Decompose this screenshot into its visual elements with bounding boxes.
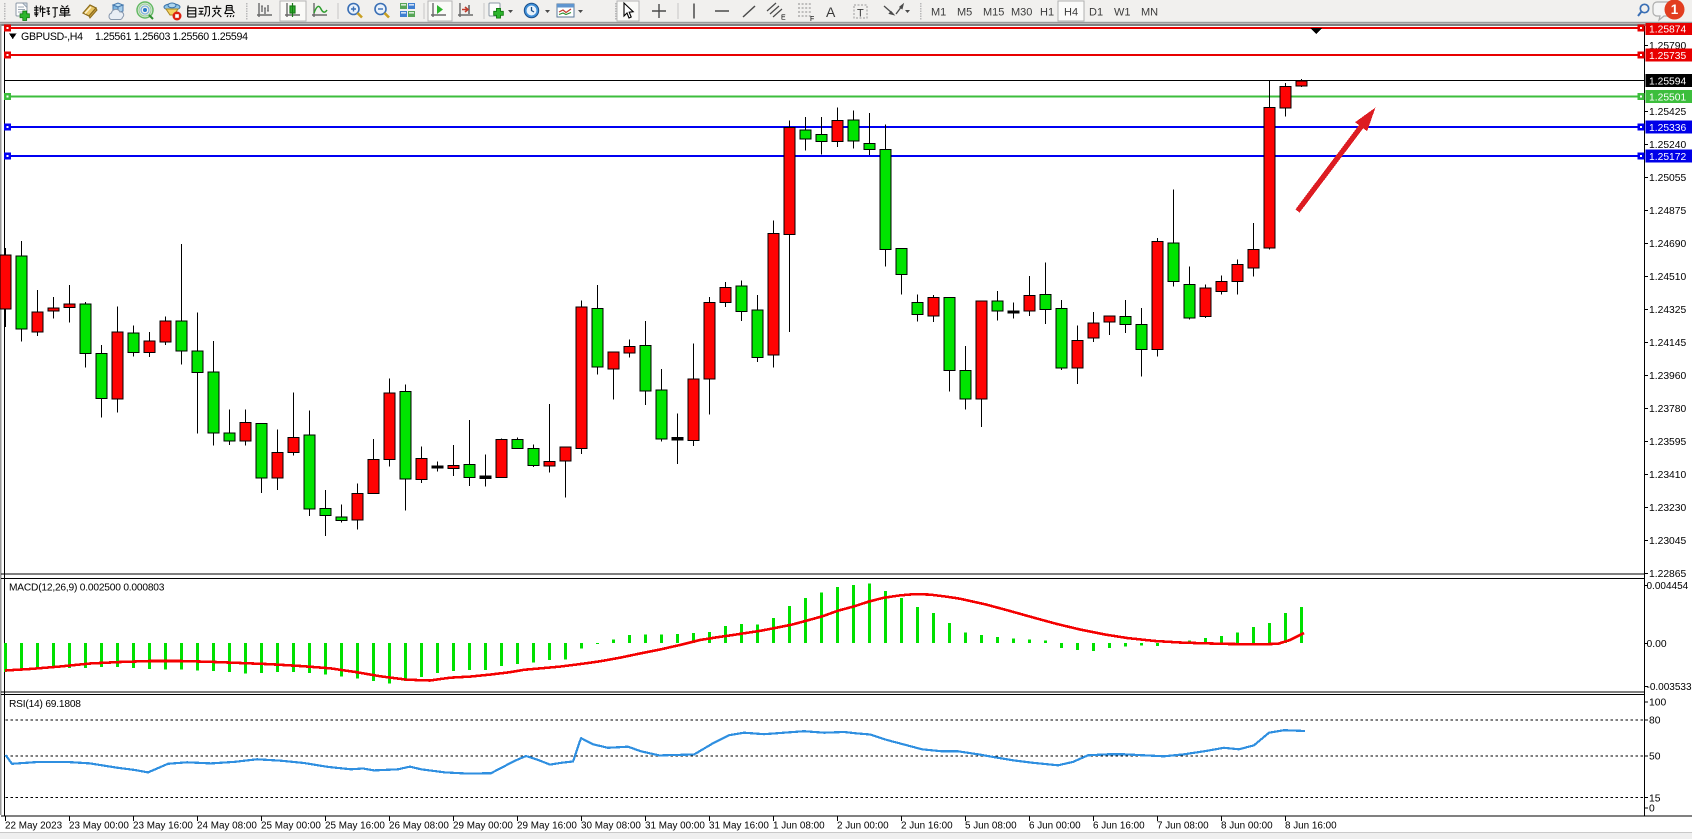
- svg-text:1.23045: 1.23045: [1649, 536, 1686, 547]
- svg-text:80: 80: [1649, 716, 1661, 727]
- svg-text:8 Jun 16:00: 8 Jun 16:00: [1285, 820, 1337, 831]
- svg-text:1.23595: 1.23595: [1649, 437, 1686, 448]
- svg-text:29 May 00:00: 29 May 00:00: [453, 820, 513, 831]
- svg-text:1.23230: 1.23230: [1649, 503, 1686, 514]
- svg-text:F: F: [810, 16, 814, 23]
- svg-text:1.25172: 1.25172: [1649, 152, 1686, 163]
- svg-text:1.25501: 1.25501: [1649, 92, 1686, 103]
- svg-text:D1: D1: [1089, 7, 1103, 19]
- svg-text:8 Jun 00:00: 8 Jun 00:00: [1221, 820, 1273, 831]
- svg-text:T: T: [857, 8, 864, 20]
- svg-text:1.23960: 1.23960: [1649, 371, 1686, 382]
- svg-text:31 May 00:00: 31 May 00:00: [645, 820, 705, 831]
- svg-text:1.25790: 1.25790: [1649, 41, 1686, 52]
- svg-text:M15: M15: [983, 7, 1004, 19]
- svg-text:1.24145: 1.24145: [1649, 338, 1686, 349]
- svg-text:30 May 08:00: 30 May 08:00: [581, 820, 641, 831]
- svg-text:0.004454: 0.004454: [1647, 581, 1689, 592]
- svg-text:H1: H1: [1040, 7, 1054, 19]
- svg-text:A: A: [826, 4, 836, 20]
- svg-text:22 May 2023: 22 May 2023: [5, 820, 63, 831]
- svg-text:-0.003533: -0.003533: [1647, 682, 1692, 693]
- svg-text:1.25594: 1.25594: [1649, 76, 1686, 87]
- svg-text:M30: M30: [1011, 7, 1032, 19]
- svg-text:1.25336: 1.25336: [1649, 123, 1686, 134]
- svg-text:M5: M5: [957, 7, 972, 19]
- svg-text:E: E: [781, 15, 786, 22]
- svg-text:1.25240: 1.25240: [1649, 140, 1686, 151]
- svg-text:23 May 16:00: 23 May 16:00: [133, 820, 193, 831]
- svg-text:50: 50: [1649, 751, 1661, 762]
- svg-text:2 Jun 16:00: 2 Jun 16:00: [901, 820, 953, 831]
- svg-text:1.25561 1.25603 1.25560 1.2559: 1.25561 1.25603 1.25560 1.25594: [95, 31, 248, 43]
- svg-text:26 May 08:00: 26 May 08:00: [389, 820, 449, 831]
- svg-text:1.23410: 1.23410: [1649, 470, 1686, 481]
- svg-text:0: 0: [1649, 804, 1655, 815]
- svg-text:23 May 00:00: 23 May 00:00: [69, 820, 129, 831]
- svg-text:5 Jun 08:00: 5 Jun 08:00: [965, 820, 1017, 831]
- svg-text:GBPUSD-,H4: GBPUSD-,H4: [21, 31, 83, 43]
- svg-text:29 May 16:00: 29 May 16:00: [517, 820, 577, 831]
- svg-text:31 May 16:00: 31 May 16:00: [709, 820, 769, 831]
- svg-text:W1: W1: [1114, 7, 1131, 19]
- svg-text:1: 1: [1671, 2, 1679, 17]
- svg-text:6 Jun 16:00: 6 Jun 16:00: [1093, 820, 1145, 831]
- svg-text:1.24510: 1.24510: [1649, 272, 1686, 283]
- svg-text:15: 15: [1649, 793, 1661, 804]
- svg-text:25 May 16:00: 25 May 16:00: [325, 820, 385, 831]
- svg-text:1.25055: 1.25055: [1649, 173, 1686, 184]
- svg-text:7 Jun 08:00: 7 Jun 08:00: [1157, 820, 1209, 831]
- svg-text:1.23780: 1.23780: [1649, 404, 1686, 415]
- svg-text:1.25735: 1.25735: [1649, 51, 1686, 62]
- svg-text:1.22865: 1.22865: [1649, 569, 1686, 580]
- svg-text:0.00: 0.00: [1647, 639, 1667, 650]
- svg-text:2 Jun 00:00: 2 Jun 00:00: [837, 820, 889, 831]
- svg-text:1.25874: 1.25874: [1649, 24, 1686, 35]
- svg-text:1.25425: 1.25425: [1649, 107, 1686, 118]
- svg-text:25 May 00:00: 25 May 00:00: [261, 820, 321, 831]
- svg-text:MACD(12,26,9) 0.002500 0.00080: MACD(12,26,9) 0.002500 0.000803: [9, 583, 165, 594]
- svg-text:1.24875: 1.24875: [1649, 206, 1686, 217]
- svg-text:1 Jun 08:00: 1 Jun 08:00: [773, 820, 825, 831]
- svg-text:MN: MN: [1141, 7, 1158, 19]
- svg-text:1.24690: 1.24690: [1649, 239, 1686, 250]
- svg-text:RSI(14) 69.1808: RSI(14) 69.1808: [9, 699, 81, 710]
- svg-text:6 Jun 00:00: 6 Jun 00:00: [1029, 820, 1081, 831]
- svg-text:1.24325: 1.24325: [1649, 305, 1686, 316]
- svg-text:M1: M1: [931, 7, 946, 19]
- svg-text:H4: H4: [1064, 7, 1078, 19]
- svg-text:24 May 08:00: 24 May 08:00: [197, 820, 257, 831]
- svg-text:100: 100: [1649, 698, 1666, 709]
